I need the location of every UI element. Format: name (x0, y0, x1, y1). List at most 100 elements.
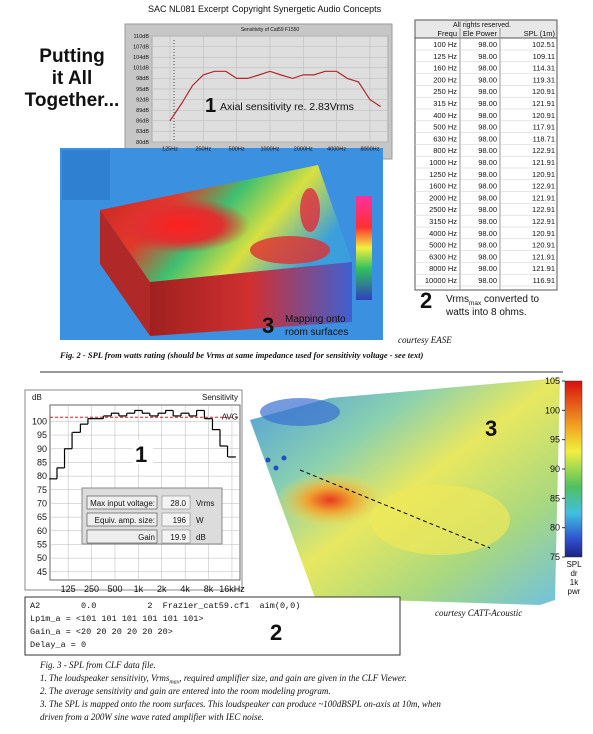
table-cell: 98.00 (478, 123, 497, 132)
table-cell: 121.91 (532, 252, 555, 261)
color-scale (564, 380, 583, 558)
y-tick-label: 95dB (136, 87, 149, 93)
column-header: SPL (1m) (524, 29, 556, 38)
hot-zone (110, 197, 250, 253)
y-tick-label: 45 (37, 567, 47, 577)
y-tick-label: 107dB (133, 44, 149, 50)
chart-title: Sensitivity (202, 393, 238, 402)
color-scale (356, 196, 372, 300)
y-tick-label: 110dB (134, 34, 150, 40)
catt-map (250, 378, 583, 605)
x-tick-label: 250Hz (195, 147, 211, 153)
x-tick-label: 125 (61, 584, 76, 594)
table-cell: 117.91 (533, 123, 555, 132)
table-cell: 98.00 (478, 146, 497, 155)
note-number: 2 (420, 288, 432, 313)
table-cell: 2000 Hz (429, 193, 457, 202)
table-header (414, 19, 558, 39)
table-cell: 122.91 (532, 182, 555, 191)
field-label: Max input voltage: (90, 499, 155, 508)
table-cell: 98.00 (478, 40, 497, 49)
code-line: Gain_a = <20 20 20 20 20 20> (30, 627, 173, 637)
x-tick-label: 1000Hz (260, 147, 279, 153)
table-cell: 98.00 (478, 241, 497, 250)
table-frame (414, 19, 558, 291)
field-unit: Vrms (196, 499, 214, 508)
source (273, 465, 279, 471)
table-cell: 1250 Hz (429, 170, 457, 179)
table-cell: 10000 Hz (425, 276, 457, 285)
data-line (169, 70, 381, 122)
room-side (100, 210, 150, 336)
number-bg (133, 440, 153, 464)
table-cell: 98.00 (478, 158, 497, 167)
credit: courtesy CATT-Acoustic (435, 608, 522, 618)
colorbar-caption: pwr (568, 587, 581, 596)
y-tick-label: 83dB (136, 129, 149, 135)
caption: driven from a 200W sine wave rated ampli… (40, 712, 264, 722)
colorbar-label: 80 (550, 523, 560, 533)
y-tick-label: 101dB (133, 66, 149, 72)
table-cell: 114.31 (533, 64, 555, 73)
table-cell: 98.00 (478, 182, 497, 191)
note-number: 3 (262, 313, 274, 338)
figure-number: 1 (135, 442, 147, 467)
table-cell: 5000 Hz (429, 241, 457, 250)
table-cell: 3150 Hz (429, 217, 457, 226)
table-cell: 122.91 (532, 146, 555, 155)
caption: Fig. 2 - SPL from watts rating (should b… (59, 350, 423, 360)
cool-zone (260, 398, 340, 426)
colorbar-caption: 1k (570, 578, 579, 587)
x-tick-label: 500Hz (229, 147, 245, 153)
y-tick-label: 80 (37, 471, 47, 481)
chart-title: Sensitivity of Cat59 F1550 (241, 27, 300, 33)
table-cell: 120.91 (532, 87, 555, 96)
colorbar-label: 100 (545, 405, 560, 415)
y-tick-label: 70 (37, 498, 47, 508)
note-text: converted to (481, 294, 539, 305)
code-box (24, 596, 401, 656)
x-tick-label: 8k (204, 584, 214, 594)
table-cell: 2500 Hz (429, 205, 457, 214)
table-cell: 121.91 (532, 264, 555, 273)
table-cell: 98.00 (478, 170, 497, 179)
code-line: Delay_a = 0 (30, 640, 86, 650)
table-cell: 109.11 (533, 52, 555, 61)
table-cell: 4000 Hz (429, 229, 457, 238)
table-cell: 315 Hz (433, 99, 457, 108)
colorbar-label: 75 (550, 552, 560, 562)
table-cell: 98.00 (478, 99, 497, 108)
colorbar-caption: SPL (566, 560, 582, 569)
colorbar-label: 85 (550, 493, 560, 503)
note-text: room surfaces (285, 327, 348, 338)
room-front (150, 262, 352, 336)
y-tick-label: 60 (37, 526, 47, 536)
x-tick-label: 2000Hz (294, 147, 313, 153)
field-label: Gain (138, 533, 155, 542)
annotation: Axial sensitivity re. 2.83Vrms (220, 101, 354, 113)
info-panel (62, 150, 110, 200)
table-cell: 122.91 (532, 205, 555, 214)
table-cell: 98.00 (478, 64, 497, 73)
table-cell: 100 Hz (433, 40, 457, 49)
field-unit: W (196, 516, 204, 525)
field-label-box (86, 529, 158, 544)
y-tick-label: 65 (37, 512, 47, 522)
y-axis-label: dB (32, 393, 42, 402)
table-cell: 98.00 (478, 229, 497, 238)
table-cell: 1600 Hz (429, 182, 457, 191)
table-cell: 119.31 (533, 75, 555, 84)
table-cell: 98.00 (478, 87, 497, 96)
x-tick-label: 125Hz (162, 147, 178, 153)
table-cell: 500 Hz (433, 123, 457, 132)
x-tick-label: 1k (134, 584, 144, 594)
table-cell: 121.91 (532, 193, 555, 202)
table-cell: 630 Hz (433, 134, 457, 143)
table-cell: 120.91 (532, 170, 555, 179)
warm-zone (370, 485, 510, 555)
table-cell: 1000 Hz (429, 158, 457, 167)
y-tick-label: 86dB (136, 119, 149, 125)
y-tick-label: 98dB (136, 76, 149, 82)
table-cell: 98.00 (478, 52, 497, 61)
table-cell: 6300 Hz (429, 252, 457, 261)
